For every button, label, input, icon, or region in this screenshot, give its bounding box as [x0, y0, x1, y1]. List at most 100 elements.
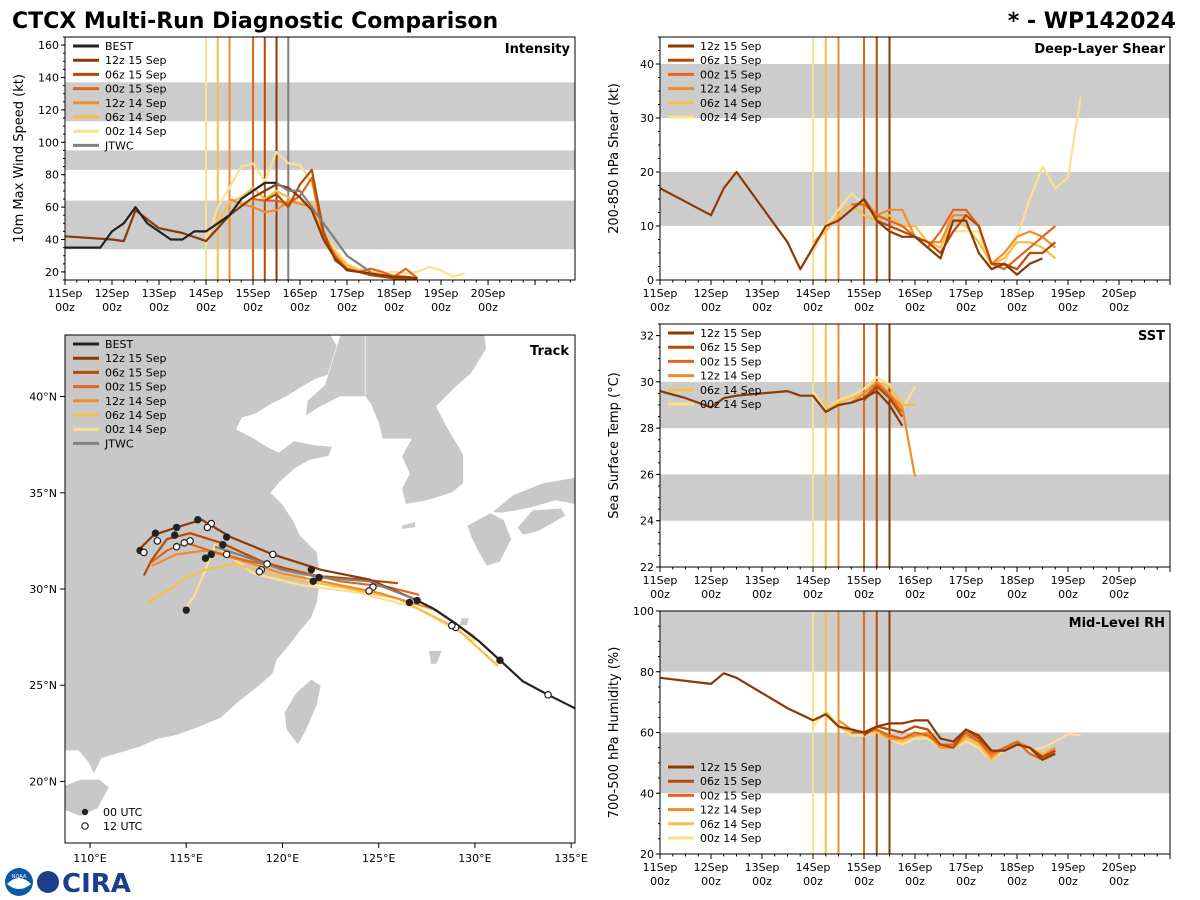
x-tick-label-day: 13Sep [745, 861, 780, 874]
legend-entry-12z-14-sep: 12z 14 Sep [700, 83, 762, 96]
shear-y-axis-label: 200-850 hPa Shear (kt) [607, 83, 622, 234]
x-tick-label-hour: 00z [905, 875, 925, 888]
x-tick-label-day: 16Sep [898, 861, 933, 874]
y-tick-label: 32 [640, 330, 654, 343]
x-tick-label-day: 20Sep [1102, 287, 1137, 300]
y-tick-label: 120 [38, 104, 59, 117]
x-tick-label-day: 14Sep [796, 287, 831, 300]
legend-entry-06z-15-sep: 06z 15 Sep [105, 68, 167, 81]
x-tick-label-hour: 00z [431, 301, 451, 314]
legend-entry-06z-14-sep: 06z 14 Sep [105, 111, 167, 124]
y-tick-label: 10 [640, 220, 654, 233]
y-tick-label: 60 [640, 727, 654, 740]
x-tick-label-day: 18Sep [1000, 574, 1035, 587]
legend-entry-00z-14-sep: 00z 14 Sep [105, 125, 167, 138]
x-tick-label-day: 16Sep [283, 287, 318, 300]
x-tick-label-hour: 00z [384, 301, 404, 314]
y-tick-label: 140 [38, 72, 59, 85]
x-tick-label-day: 11Sep [643, 287, 678, 300]
y-tick-label: 28 [640, 422, 654, 435]
series-line-12z-15-sep [660, 170, 1043, 276]
legend-entry-00z-14-sep: 00z 14 Sep [700, 111, 762, 124]
lat-tick-label: 35°N [29, 487, 57, 500]
marker-12utc [269, 550, 277, 559]
land-mainland [65, 335, 351, 775]
marker-12utc [222, 550, 231, 559]
marker-12utc [203, 523, 212, 532]
land-hainan [65, 779, 110, 817]
x-tick-label-hour: 00z [752, 588, 772, 601]
land-korea [364, 335, 487, 505]
series-line-12z-15-sep [65, 183, 418, 280]
rh-panel: 2040608010011Sep00z12Sep00z13Sep00z14Sep… [607, 605, 1171, 888]
marker-00utc [496, 656, 504, 664]
lon-tick-label: 125°E [362, 852, 395, 865]
marker-00utc [219, 541, 227, 549]
x-tick-label-day: 17Sep [949, 287, 984, 300]
x-tick-label-day: 14Sep [796, 861, 831, 874]
marker-legend-00utc-icon [81, 808, 89, 816]
y-tick-label: 26 [640, 468, 654, 481]
x-tick-label-hour: 00z [854, 875, 874, 888]
x-tick-label-hour: 00z [1007, 301, 1027, 314]
marker-00utc [151, 529, 160, 537]
storm-id: * - WP142024 [1008, 9, 1176, 34]
sst-panel-title: SST [1138, 329, 1165, 344]
lat-tick-label: 20°N [29, 775, 57, 788]
legend-entry-06z-15-sep: 06z 15 Sep [105, 366, 167, 379]
x-tick-label-day: 13Sep [745, 287, 780, 300]
y-tick-label: 80 [45, 169, 59, 182]
series-line-00z-15-sep [851, 203, 1057, 271]
x-tick-label-day: 19Sep [424, 287, 459, 300]
legend-entry-06z-14-sep: 06z 14 Sep [700, 818, 762, 831]
x-tick-label-hour: 00z [803, 875, 823, 888]
marker-12utc [172, 542, 181, 551]
x-tick-label-hour: 00z [905, 301, 925, 314]
x-tick-label-day: 12Sep [694, 861, 729, 874]
x-tick-label-day: 19Sep [1051, 861, 1086, 874]
x-tick-label-day: 19Sep [1051, 287, 1086, 300]
legend-entry-12z-15-sep: 12z 15 Sep [105, 352, 167, 365]
series-line-jtwc [275, 181, 372, 273]
intensity-y-axis-label: 10m Max Wind Speed (kt) [12, 74, 27, 243]
x-tick-label-day: 13Sep [142, 287, 177, 300]
x-tick-label-day: 11Sep [643, 861, 678, 874]
track-line-12z-15-sep [137, 518, 414, 600]
x-tick-label-hour: 00z [803, 301, 823, 314]
track-map-area [65, 335, 575, 843]
marker-00utc [182, 606, 190, 614]
x-tick-label-hour: 00z [1007, 588, 1027, 601]
x-tick-label-day: 12Sep [694, 574, 729, 587]
x-tick-label-day: 12Sep [95, 287, 130, 300]
marker-00utc [172, 523, 181, 532]
marker-00utc [194, 516, 202, 524]
x-tick-label-hour: 00z [854, 588, 874, 601]
marker-00utc [315, 573, 323, 582]
intensity-panel: 2040608010012014016011Sep00z12Sep00z13Se… [12, 36, 576, 314]
x-tick-label-hour: 00z [854, 301, 874, 314]
legend-entry-12z-14-sep: 12z 14 Sep [105, 395, 167, 408]
legend-entry-00z-15-sep: 00z 15 Sep [700, 789, 762, 802]
legend-entry-best: BEST [105, 40, 133, 53]
x-tick-label-day: 20Sep [1102, 861, 1137, 874]
x-tick-label-hour: 00z [196, 301, 216, 314]
x-tick-label-day: 11Sep [48, 287, 83, 300]
x-tick-label-day: 15Sep [236, 287, 271, 300]
legend-entry-00z-15-sep: 00z 15 Sep [105, 83, 167, 96]
x-tick-label-hour: 00z [1007, 875, 1027, 888]
marker-legend-12utc-icon [81, 822, 89, 830]
y-tick-label: 80 [640, 666, 654, 679]
lon-tick-label: 130°E [458, 852, 491, 865]
x-tick-label-day: 17Sep [949, 861, 984, 874]
x-tick-label-hour: 00z [149, 301, 169, 314]
x-tick-label-day: 11Sep [643, 574, 678, 587]
y-tick-label: 60 [45, 201, 59, 214]
y-tick-label: 30 [640, 376, 654, 389]
legend-entry-06z-15-sep: 06z 15 Sep [700, 341, 762, 354]
marker-00utc [170, 531, 179, 539]
x-tick-label-hour: 00z [1109, 588, 1129, 601]
sst-y-axis-label: Sea Surface Temp (°C) [607, 372, 622, 519]
track-line-best [412, 597, 575, 710]
y-tick-label: 40 [45, 234, 59, 247]
